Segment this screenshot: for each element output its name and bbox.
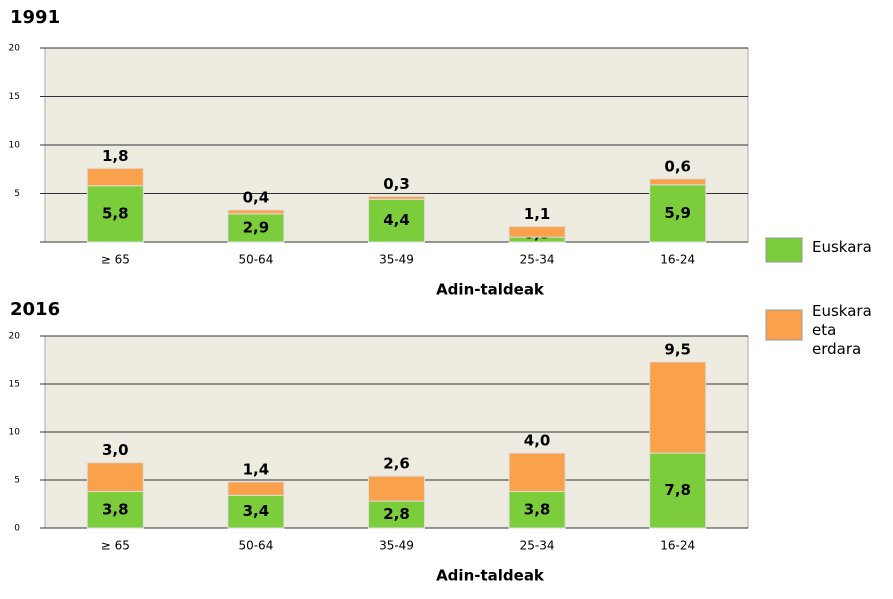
value-label: 0,4	[243, 188, 270, 206]
bar-segment	[368, 195, 425, 200]
bar-segment	[86, 185, 144, 243]
value-label: 3,8	[102, 500, 129, 518]
x-tick-label: 25-34	[520, 539, 555, 553]
y-tick-label: 5	[14, 189, 20, 199]
bar-segment	[508, 491, 566, 529]
y-tick-label: 20	[9, 44, 21, 54]
legend-swatch	[765, 309, 803, 341]
bar-segment	[649, 178, 707, 186]
legend-label: Euskara eta erdara	[812, 302, 872, 358]
x-tick-label: 50-64	[238, 253, 273, 267]
bar-segment	[368, 500, 425, 529]
y-tick-label: 5	[14, 476, 20, 486]
y-tick-label: 0	[14, 524, 20, 534]
bar-segment	[227, 209, 285, 215]
x-tick-label: 16-24	[660, 253, 695, 267]
value-label: 4,4	[383, 211, 410, 229]
value-label: 7,8	[664, 481, 691, 499]
value-label: 2,8	[383, 505, 410, 523]
x-axis-label: Adin-taldeak	[436, 567, 545, 585]
value-label: 1,1	[524, 205, 551, 223]
value-label: 1,8	[102, 147, 129, 165]
y-tick-label: 20	[9, 332, 21, 342]
value-label: 3,8	[524, 500, 551, 518]
y-tick-label: 10	[9, 428, 21, 438]
x-tick-label: 16-24	[660, 539, 695, 553]
value-label: 1,4	[243, 460, 270, 478]
x-tick-label: 35-49	[379, 539, 414, 553]
x-tick-label: 50-64	[238, 539, 273, 553]
bar-segment	[227, 494, 285, 529]
value-label: 2,9	[243, 218, 270, 236]
value-label: 5,8	[102, 204, 129, 222]
bar-segment	[649, 184, 707, 243]
value-label: 0,3	[383, 175, 410, 193]
bar-segment	[649, 452, 707, 529]
x-tick-label: ≥ 65	[101, 539, 130, 553]
bar-segment	[86, 167, 144, 187]
value-label: 4,0	[524, 432, 551, 450]
value-label: 0,6	[664, 157, 691, 175]
legend-swatch	[765, 237, 803, 263]
x-tick-label: 25-34	[520, 253, 555, 267]
bar-segment	[86, 491, 144, 529]
x-tick-label: 35-49	[379, 253, 414, 267]
value-label: 3,0	[102, 441, 129, 459]
value-label: 5,9	[664, 204, 691, 222]
chart-title: 1991	[10, 7, 60, 28]
bar-segment	[508, 452, 566, 493]
bar-segment	[86, 462, 144, 493]
bar-segment	[508, 225, 566, 238]
chart-title: 2016	[10, 299, 60, 320]
value-label: 2,6	[383, 455, 410, 473]
legend-label: Euskara	[812, 238, 872, 256]
bar-segment	[227, 481, 285, 496]
y-tick-label: 15	[9, 380, 20, 390]
x-axis-label: Adin-taldeak	[436, 281, 545, 299]
x-tick-label: ≥ 65	[101, 253, 130, 267]
value-label: 9,5	[664, 340, 691, 358]
bar-segment	[368, 475, 425, 502]
bar-segment	[649, 361, 707, 454]
y-tick-label: 10	[9, 141, 21, 151]
y-tick-label: 15	[9, 92, 20, 102]
value-label: 3,4	[243, 502, 270, 520]
